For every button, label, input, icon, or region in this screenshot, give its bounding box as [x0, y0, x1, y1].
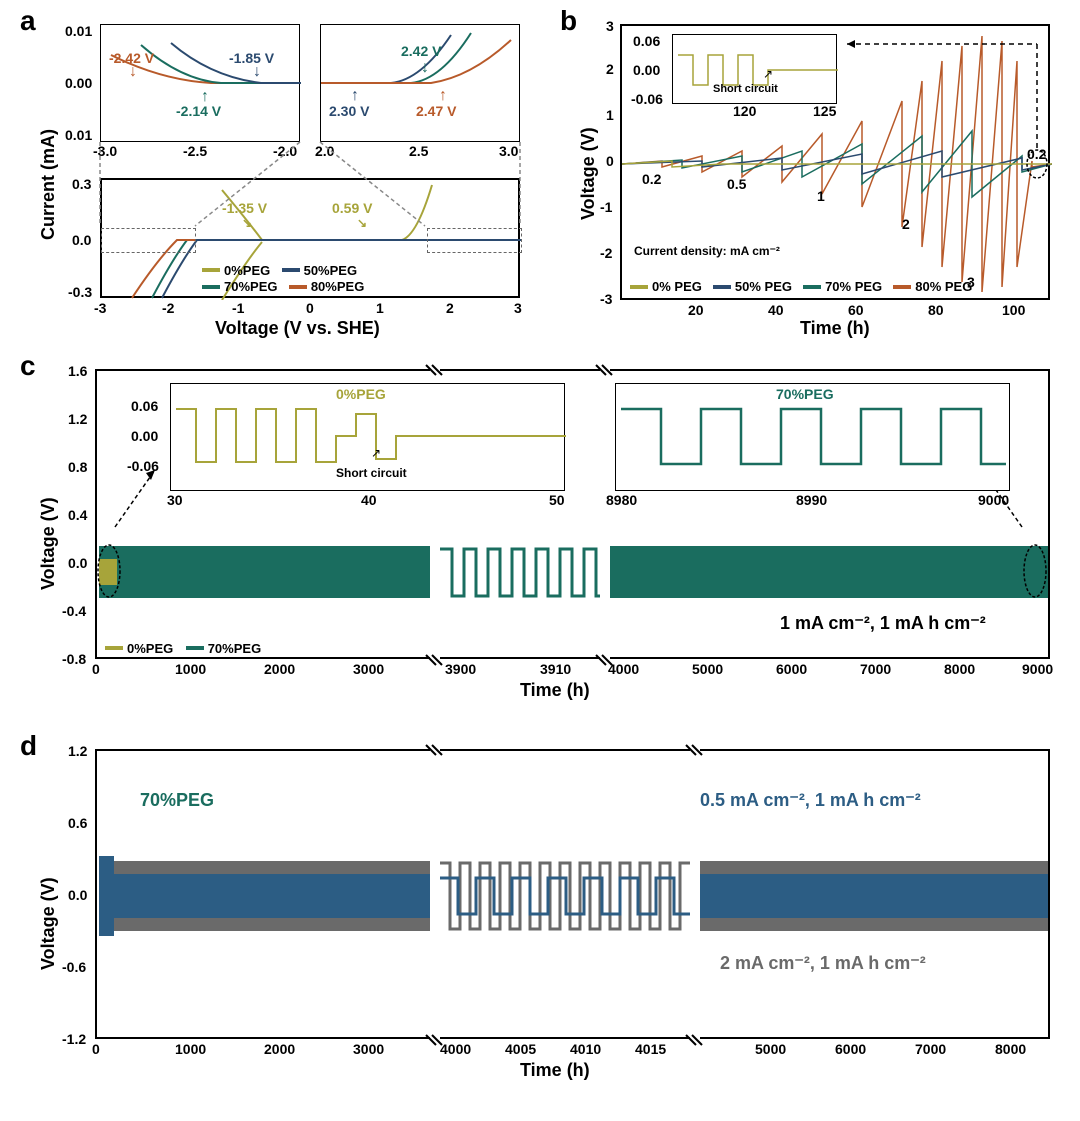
panel-c-ylabel: Voltage (V) — [38, 497, 59, 590]
tl: -2.0 — [273, 143, 297, 159]
c-inset-l: 0%PEG Short circuit ↗ 0.06 0.00 -0.06 30… — [170, 383, 565, 491]
panel-d: d Voltage (V) 70%PEG 0.5 mA cm⁻², 1 mA h… — [20, 735, 1060, 1095]
panel-a-inset-left: -2.42 V -1.85 V -2.14 V ↓ ↓ ↑ 0.01 0.00 … — [100, 24, 300, 142]
tl: 2.5 — [409, 143, 428, 159]
dash-l — [101, 228, 196, 253]
tl: 2.0 — [315, 143, 334, 159]
tl: -0.3 — [68, 284, 92, 300]
tl: 0.0 — [72, 232, 91, 248]
c-inset-r: 70%PEG 8980 8990 9000 — [615, 383, 1010, 491]
tl: 3.0 — [499, 143, 518, 159]
insetL-v2: -1.85 V — [229, 50, 274, 66]
panel-b: b Voltage (V) 0.06 0.00 -0.06 120 — [560, 10, 1060, 340]
tl: 0.3 — [72, 176, 91, 192]
panel-d-xlabel: Time (h) — [520, 1060, 590, 1081]
panel-c: c Voltage (V) 0%PEG Short — [20, 355, 1060, 715]
insetR-v2: 2.30 V — [329, 103, 369, 119]
panel-a-label: a — [20, 5, 36, 37]
panel-b-label: b — [560, 5, 577, 37]
panel-d-ylabel: Voltage (V) — [38, 877, 59, 970]
insetR-v1: 2.42 V — [401, 43, 441, 59]
panel-b-ylabel: Voltage (V) — [578, 127, 599, 220]
tl: 0.01 — [65, 23, 92, 39]
panel-b-xlabel: Time (h) — [800, 318, 870, 339]
d-cond2: 2 mA cm⁻², 1 mA h cm⁻² — [720, 953, 926, 974]
insetL-v3: -2.14 V — [176, 103, 221, 119]
c-cond: 1 mA cm⁻², 1 mA h cm⁻² — [780, 613, 986, 634]
panel-c-label: c — [20, 350, 36, 382]
panel-b-main: 0.06 0.00 -0.06 120 125 Short circuit ↗ … — [620, 24, 1050, 300]
panel-a-main: -1.35 V 0.59 V ↘ ↘ 0%PEG 50%PEG 70%PEG 8… — [100, 178, 520, 298]
tl: -3.0 — [93, 143, 117, 159]
panel-c-legend: 0%PEG 70%PEG — [105, 637, 269, 656]
main-ann2: 0.59 V — [332, 200, 372, 216]
panel-b-inset: 0.06 0.00 -0.06 120 125 Short circuit ↗ — [672, 34, 837, 104]
d-cond1: 0.5 mA cm⁻², 1 mA h cm⁻² — [700, 790, 921, 811]
insetR-v3: 2.47 V — [416, 103, 456, 119]
panel-a-inset-right: 2.42 V 2.30 V 2.47 V ↓ ↑ ↑ 2.0 2.5 3.0 — [320, 24, 520, 142]
panel-a-xlabel: Voltage (V vs. SHE) — [215, 318, 380, 339]
panel-b-legend: 0% PEG 50% PEG 70% PEG 80% PEG — [630, 279, 980, 294]
tl: 0.01 — [65, 127, 92, 143]
panel-a-ylabel: Current (mA) — [38, 129, 59, 240]
panel-a: a Current (mA) -2.42 V -1.85 V -2.14 V ↓… — [20, 10, 540, 340]
d-70label: 70%PEG — [140, 790, 214, 811]
main-ann1: -1.35 V — [222, 200, 267, 216]
d-seg2 — [440, 749, 690, 1039]
tl: 0.00 — [65, 75, 92, 91]
panel-a-legend: 0%PEG 50%PEG 70%PEG 80%PEG — [202, 261, 372, 294]
panel-a-inset-left-svg — [101, 25, 301, 143]
panel-d-label: d — [20, 730, 37, 762]
dash-r — [427, 228, 522, 253]
panel-c-xlabel: Time (h) — [520, 680, 590, 701]
tl: -2.5 — [183, 143, 207, 159]
